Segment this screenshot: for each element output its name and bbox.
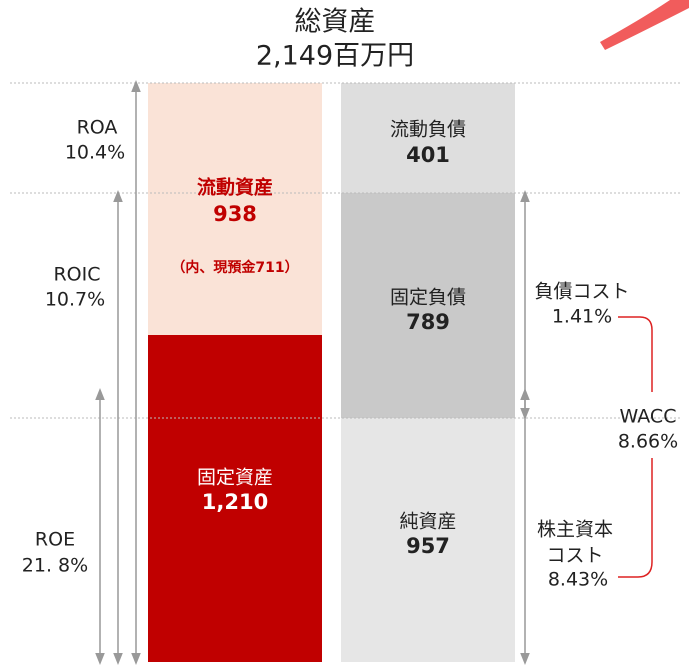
decoration [600, 0, 689, 50]
return-value: 21. 8% [22, 555, 88, 577]
liability-label: 流動負債 [390, 119, 466, 141]
bracket [618, 458, 652, 577]
total: 2,149百万円 [256, 41, 414, 72]
return-value: 10.4% [65, 142, 125, 164]
cost-value: 1.41% [552, 306, 612, 328]
asset-value: 1,210 [202, 490, 268, 514]
return-label: ROIC [53, 264, 100, 286]
cost-label: 負債コスト [534, 281, 629, 303]
return-label: ROA [77, 117, 118, 139]
liability-label: 純資産 [399, 511, 456, 533]
cost-value: 8.43% [548, 569, 608, 591]
liability-value: 789 [406, 310, 450, 334]
asset-label: 固定資産 [197, 467, 273, 489]
liability-label: 固定負債 [390, 287, 466, 309]
diagram: 総資産 2,149百万円 流動資産 938 （内、現預金711） 固定資産 1,… [0, 0, 689, 665]
return-value: 10.7% [45, 289, 105, 311]
cost-label: コスト [546, 545, 603, 567]
cost-label: WACC [620, 406, 677, 428]
asset-value: 938 [213, 202, 257, 226]
cost-value: 8.66% [618, 431, 678, 453]
cost-label: 株主資本 [537, 519, 613, 541]
liability-value: 401 [406, 143, 450, 167]
title: 総資産 [295, 7, 376, 38]
asset-note: （内、現預金711） [171, 259, 298, 276]
liability-value: 957 [406, 534, 450, 558]
bracket [618, 317, 652, 392]
asset-label: 流動資産 [197, 176, 273, 199]
return-label: ROE [35, 529, 75, 551]
